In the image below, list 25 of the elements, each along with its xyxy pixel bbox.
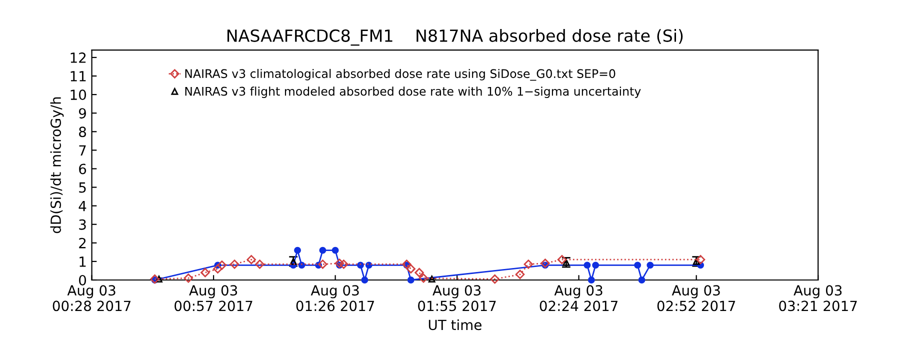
- y-tick-label: 7: [79, 145, 86, 156]
- y-tick-label: 3: [79, 219, 86, 230]
- x-tick-label: Aug 03 02:52 2017: [657, 285, 736, 312]
- y-tick-label: 8: [79, 126, 86, 138]
- y-tick-label: 11: [70, 71, 86, 82]
- x-tick-label: Aug 03 03:21 2017: [779, 285, 857, 312]
- y-axis-title: dD(Si)/dt microGy/h: [50, 97, 64, 234]
- y-tick-label: 4: [78, 200, 86, 212]
- chart-title: NASAAFRCDC8_FM1 N817NA absorbed dose rate (Si): [227, 29, 683, 46]
- y-tick-label: 9: [78, 108, 86, 119]
- x-axis-title: UT time: [428, 319, 482, 330]
- y-tick-label: 1: [80, 256, 86, 267]
- y-tick-label: 5: [79, 182, 86, 193]
- legend-label: NAIRAS v3 climatological absorbed dose rate using SiDose_G0.txt SEP=0: [185, 68, 616, 81]
- x-tick-label: Aug 03 02:24 2017: [540, 285, 618, 312]
- legend-label: NAIRAS v3 flight modeled absorbed dose rate with 10% 1−sigma uncertainty: [185, 86, 641, 98]
- x-tick-label: Aug 03 01:55 2017: [418, 285, 496, 312]
- y-tick-label: 12: [70, 52, 86, 63]
- x-tick-label: Aug 03 01:26 2017: [296, 285, 374, 312]
- y-tick-label: 6: [79, 164, 86, 174]
- y-tick-label: 0: [79, 274, 86, 286]
- y-tick-label: 2: [79, 238, 86, 248]
- x-tick-label: Aug 03 00:28 2017: [52, 285, 131, 312]
- y-tick-label: 10: [70, 90, 86, 100]
- x-tick-label: Aug 03 00:57 2017: [174, 285, 252, 312]
